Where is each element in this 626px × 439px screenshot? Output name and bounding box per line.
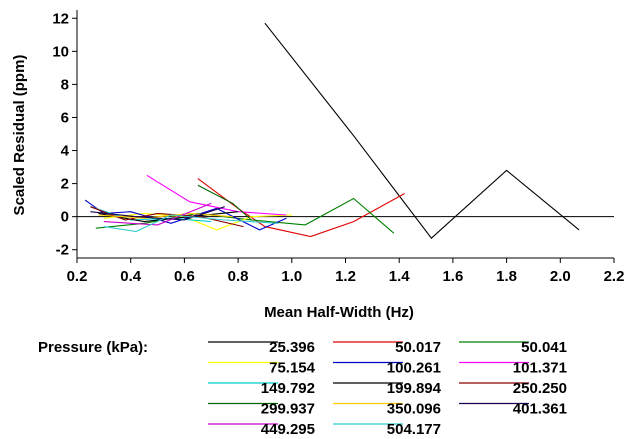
legend-label: 100.261 [387, 360, 441, 377]
series-line [197, 178, 405, 238]
legend-label: 101.371 [513, 360, 567, 377]
y-tick-label: 12 [52, 10, 69, 27]
y-tick-label: 10 [52, 43, 69, 60]
legend-title: Pressure (kPa): [38, 339, 148, 356]
y-axis-title: Scaled Residual (ppm) [11, 55, 28, 216]
series-line [103, 214, 279, 233]
y-tick-label: 2 [61, 176, 69, 193]
series-line [146, 174, 287, 216]
x-tick-label: 0.2 [67, 268, 88, 285]
legend-label: 250.250 [513, 380, 567, 397]
series-line [264, 22, 580, 240]
y-tick-label: 0 [61, 209, 69, 226]
legend-label: 25.396 [269, 339, 315, 356]
y-tick-label: 6 [61, 109, 69, 126]
x-tick-label: 1.4 [389, 268, 411, 285]
legend-label: 401.361 [513, 401, 567, 418]
x-axis-title: Mean Half-Width (Hz) [264, 304, 414, 321]
legend-label: 299.937 [261, 401, 315, 418]
legend-label: 350.096 [387, 401, 441, 418]
legend-label: 504.177 [387, 421, 441, 434]
x-tick-label: 1.0 [281, 268, 302, 285]
series-line [197, 184, 252, 221]
y-tick-label: 4 [61, 143, 70, 160]
y-tick-label: 8 [61, 76, 69, 93]
x-tick-label: 1.6 [442, 268, 463, 285]
legend: 25.396 50.017 50.041 75.154 100.261 101.371 14… [208, 339, 567, 438]
legend-label: 75.154 [269, 360, 316, 377]
series-line [90, 206, 225, 221]
series-line [103, 202, 212, 226]
legend-label: 449.295 [261, 421, 315, 434]
legend-label: 50.041 [521, 339, 567, 356]
x-tick-label: 2.2 [604, 268, 625, 285]
y-tick-label: -2 [56, 242, 69, 259]
x-tick-label: 0.8 [228, 268, 249, 285]
legend-label: 199.894 [387, 380, 442, 397]
x-tick-label: 0.6 [174, 268, 195, 285]
series-line [98, 212, 233, 219]
legend-label: 50.017 [395, 339, 441, 356]
x-tick-label: 0.4 [120, 268, 142, 285]
x-tick-label: 1.2 [335, 268, 356, 285]
x-tick-label: 1.8 [496, 268, 517, 285]
series-line [90, 206, 212, 223]
x-tick-label: 2.0 [550, 268, 571, 285]
legend-label: 149.792 [261, 380, 315, 397]
series-line [103, 212, 292, 231]
series-line [95, 197, 395, 234]
